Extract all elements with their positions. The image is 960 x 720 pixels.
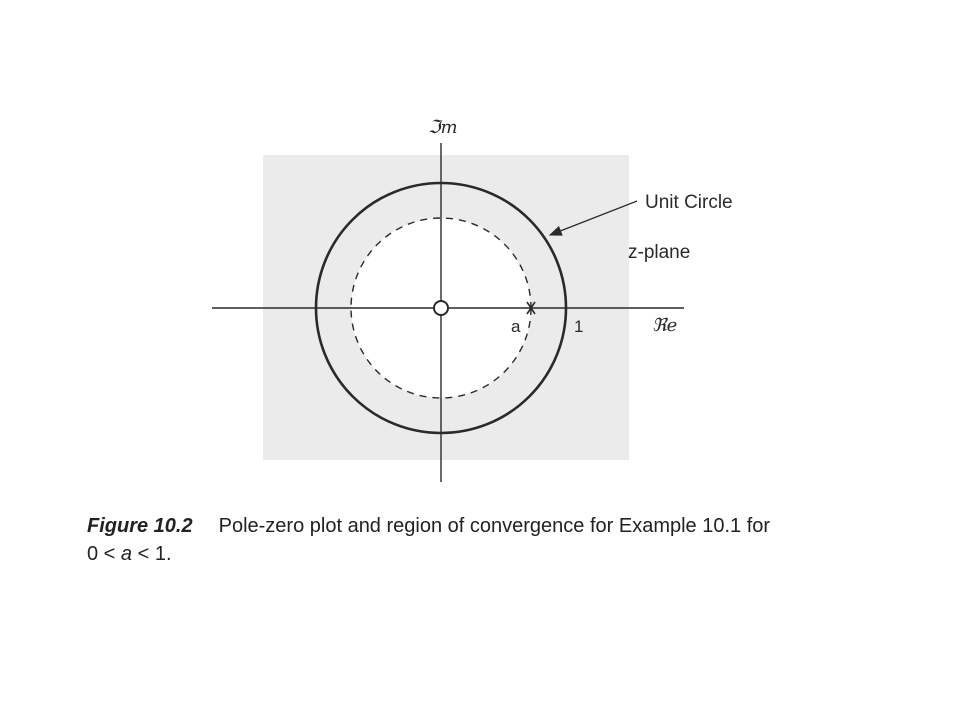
unit-circle-label: Unit Circle — [645, 192, 733, 213]
real-axis-label: ℜe — [652, 315, 677, 336]
unit-circle — [314, 181, 568, 435]
z-plane-label: z-plane — [628, 242, 690, 263]
pole-label: a — [511, 317, 521, 336]
pole-marker — [526, 301, 536, 315]
caption-text-line1: Pole-zero plot and region of convergence… — [218, 515, 771, 537]
imaginary-axis-label: ℑm — [428, 117, 458, 138]
caption-line2-suffix: < 1. — [132, 543, 172, 565]
unit-tick-label: 1 — [574, 317, 583, 336]
caption-variable-a: a — [120, 543, 133, 565]
unit-circle-arrow — [548, 200, 638, 236]
figure-caption: Figure 10.2 Pole-zero plot and region of … — [87, 512, 887, 568]
caption-text-line2: 0 < a < 1. — [87, 540, 887, 568]
figure-number: Figure 10.2 — [87, 515, 193, 537]
caption-line2-prefix: 0 < — [87, 543, 121, 565]
pole-zero-diagram: ℑm ℜe Unit Circle z-plane a 1 — [212, 117, 733, 482]
zero-marker — [433, 300, 449, 316]
